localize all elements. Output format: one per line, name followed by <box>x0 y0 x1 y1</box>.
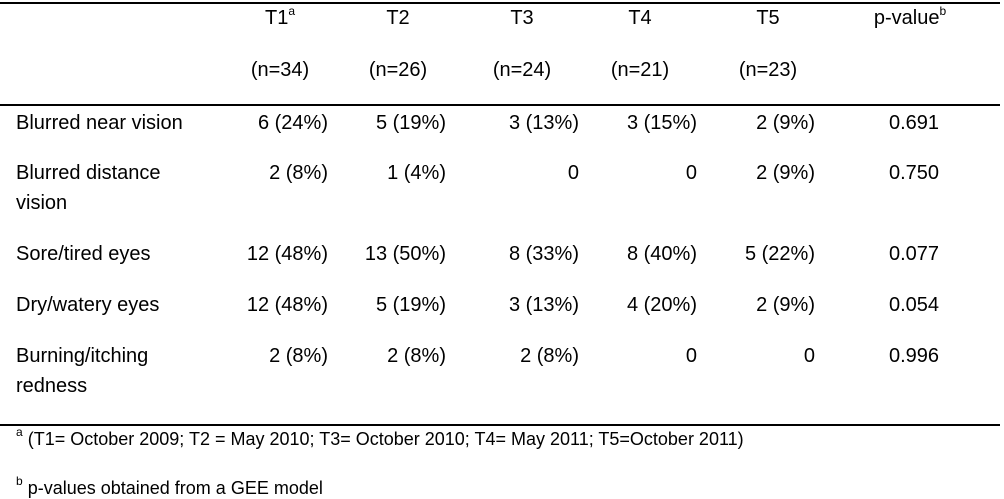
p-value: 0.691 <box>888 112 940 134</box>
cell: 3 (13%) <box>508 294 579 316</box>
cell: 1 (4%) <box>387 162 446 184</box>
p-value: 0.077 <box>888 243 940 265</box>
column-header: T5 <box>708 3 828 33</box>
cell: 2 (9%) <box>756 112 815 134</box>
cell: 8 (33%) <box>508 243 579 265</box>
column-n: (n=34) <box>250 59 310 81</box>
p-value: 0.996 <box>888 345 940 367</box>
row-label: Dry/watery eyes <box>16 294 160 316</box>
footnote-mark: a <box>288 4 296 18</box>
cell: 0 <box>567 162 579 184</box>
cell: 6 (24%) <box>257 112 328 134</box>
cell: 8 (40%) <box>626 243 697 265</box>
footnote-text: (T1= October 2009; T2 = May 2010; T3= Oc… <box>27 429 744 449</box>
footnote-mark: b <box>939 4 947 18</box>
column-n: (n=21) <box>610 59 670 81</box>
column-header: T2 <box>338 3 458 33</box>
cell: 12 (48%) <box>246 294 328 316</box>
column-label: T4 <box>628 7 652 29</box>
cell: 0 <box>803 345 815 367</box>
column-header: p-valueb <box>850 3 970 33</box>
rule <box>0 2 1000 4</box>
cell: 3 (15%) <box>626 112 697 134</box>
cell: 5 (19%) <box>375 294 446 316</box>
row-label: Blurred distance vision <box>16 162 161 214</box>
cell: 12 (48%) <box>246 243 328 265</box>
footnote-text: p-values obtained from a GEE model <box>27 478 323 498</box>
cell: 4 (20%) <box>626 294 697 316</box>
cell: 5 (19%) <box>375 112 446 134</box>
row-label: Blurred near vision <box>16 112 183 134</box>
column-n: (n=23) <box>738 59 798 81</box>
cell: 2 (9%) <box>756 294 815 316</box>
footnote-mark: b <box>16 474 23 488</box>
column-header: T1a <box>220 3 340 33</box>
column-label: T5 <box>756 7 780 29</box>
column-n: (n=24) <box>492 59 552 81</box>
cell: 5 (22%) <box>744 243 815 265</box>
row-label: Sore/tired eyes <box>16 243 151 265</box>
rule <box>0 104 1000 106</box>
cell: 2 (8%) <box>387 345 446 367</box>
column-label: T3 <box>510 7 534 29</box>
footnote: a (T1= October 2009; T2 = May 2010; T3= … <box>16 424 744 454</box>
column-header: T3 <box>462 3 582 33</box>
p-value: 0.054 <box>888 294 940 316</box>
rule <box>0 424 1000 426</box>
p-value: 0.750 <box>888 162 940 184</box>
column-label: T1 <box>264 7 289 29</box>
cell: 2 (8%) <box>520 345 579 367</box>
cell: 3 (13%) <box>508 112 579 134</box>
column-n: (n=26) <box>368 59 428 81</box>
cell: 0 <box>685 162 697 184</box>
cell: 2 (9%) <box>756 162 815 184</box>
cell: 2 (8%) <box>269 345 328 367</box>
column-label: p-value <box>873 7 940 29</box>
row-label: Burning/itching redness <box>16 345 149 397</box>
column-label: T2 <box>386 7 410 29</box>
footnote: b p-values obtained from a GEE model <box>16 473 323 499</box>
cell: 0 <box>685 345 697 367</box>
cell: 13 (50%) <box>364 243 446 265</box>
footnote-mark: a <box>16 425 23 439</box>
cell: 2 (8%) <box>269 162 328 184</box>
column-header: T4 <box>580 3 700 33</box>
